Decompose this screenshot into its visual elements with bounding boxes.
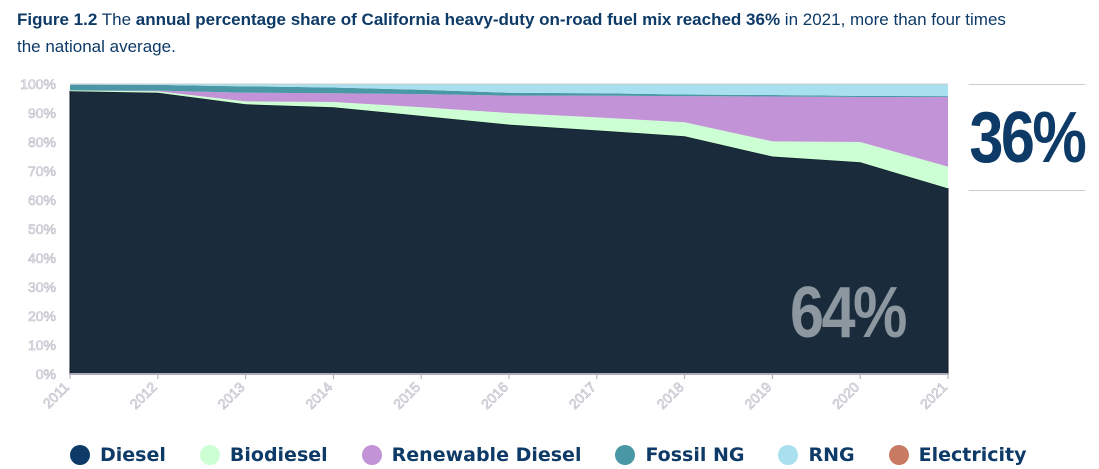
y-tick-label: 70% <box>28 163 56 179</box>
legend-swatch <box>778 445 799 465</box>
legend-label: Biodiesel <box>229 444 328 466</box>
diesel-share-callout: 64% <box>790 273 907 353</box>
area-fossil-ng <box>70 84 948 98</box>
legend-item-electricity: Electricity <box>888 444 1027 466</box>
y-tick-label: 50% <box>28 221 56 237</box>
legend-label: Diesel <box>100 444 166 466</box>
x-tick-label: 2017 <box>566 379 599 412</box>
title-text-end: in 2021, more than four times the nation… <box>17 10 1006 56</box>
legend-item-diesel: Diesel <box>70 444 166 466</box>
legend: Diesel Biodiesel Renewable Diesel Fossil NG… <box>70 444 1060 466</box>
x-tick-label: 2018 <box>653 379 686 412</box>
legend-label: Fossil NG <box>645 444 745 466</box>
x-tick-label: 2020 <box>829 379 862 412</box>
y-tick-label: 20% <box>28 308 56 324</box>
x-tick-label: 2011 <box>40 379 73 412</box>
y-tick-label: 80% <box>28 134 56 150</box>
stacked-area-chart: 0% 10% 20% 30% 40% 50% 60% 70% 80% 90% 100% 2011 201… <box>20 76 951 413</box>
legend-item-rng: RNG <box>778 444 855 466</box>
legend-swatch <box>199 445 220 465</box>
legend-item-biodiesel: Biodiesel <box>199 444 328 466</box>
alt-fuel-share-callout: 36% <box>968 84 1087 191</box>
figure-label: Figure 1.2 <box>17 10 98 29</box>
area-rng <box>70 84 948 97</box>
y-tick-label: 60% <box>28 192 56 208</box>
title-emphasis: annual percentage share of California he… <box>135 10 781 29</box>
legend-swatch <box>361 445 382 465</box>
area-renewable-diesel <box>70 90 948 167</box>
legend-item-fossil-ng: Fossil NG <box>615 444 744 466</box>
x-tick-label: 2016 <box>478 379 511 412</box>
x-tick-label: 2012 <box>127 379 160 412</box>
y-tick-label: 90% <box>28 105 56 121</box>
legend-label: Renewable Diesel <box>391 444 582 466</box>
legend-swatch <box>888 445 909 465</box>
y-tick-label: 0% <box>36 366 56 382</box>
y-tick-label: 100% <box>20 76 56 92</box>
x-tick-label: 2021 <box>917 379 950 412</box>
x-tick-label: 2019 <box>741 379 774 412</box>
legend-label: Electricity <box>918 444 1027 466</box>
title-text: The <box>101 10 132 29</box>
y-tick-label: 30% <box>28 279 56 295</box>
legend-item-renewable-diesel: Renewable Diesel <box>361 444 582 466</box>
y-tick-label: 10% <box>28 337 56 353</box>
figure-title: Figure 1.2 The annual percentage share o… <box>17 6 1017 60</box>
x-tick-label: 2015 <box>390 379 423 412</box>
legend-label: RNG <box>808 444 855 466</box>
y-tick-label: 40% <box>28 250 56 266</box>
x-tick-label: 2014 <box>302 379 335 412</box>
legend-swatch <box>615 445 636 465</box>
x-tick-label: 2013 <box>214 379 247 412</box>
legend-swatch <box>70 445 90 465</box>
